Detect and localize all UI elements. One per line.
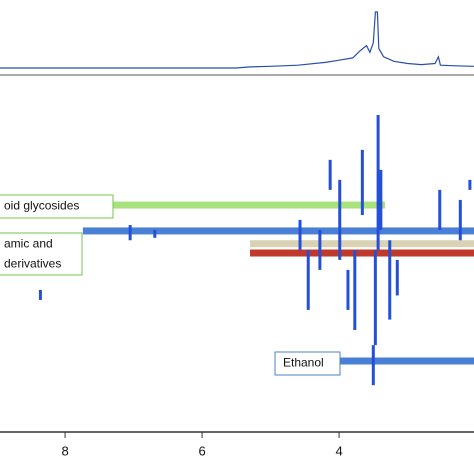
- correlation-signal: [371, 345, 375, 386]
- correlation-signal: [376, 115, 380, 250]
- correlation-signal: [128, 225, 132, 241]
- correlation-signal: [458, 199, 462, 241]
- label-box: [0, 232, 83, 276]
- correlation-signal: [298, 219, 302, 250]
- annotation: Ethanol: [283, 356, 324, 370]
- x-tick-label: 6: [198, 443, 205, 458]
- annotation: amic and: [4, 237, 53, 251]
- correlation-signal: [328, 159, 332, 190]
- correlation-signal: [38, 289, 42, 300]
- annotation: derivatives: [4, 257, 61, 271]
- highlight-band: [250, 240, 474, 248]
- label-box: [0, 194, 114, 219]
- highlight-band: [82, 227, 474, 235]
- label-box: [274, 351, 341, 376]
- correlation-signal: [438, 189, 442, 230]
- highlight-band: [113, 201, 385, 209]
- correlation-signal: [379, 169, 383, 230]
- correlation-signal: [346, 269, 350, 310]
- correlation-signal: [360, 149, 364, 216]
- annotation: oid glycosides: [4, 199, 79, 213]
- correlation-signal: [388, 240, 392, 320]
- correlation-signal: [353, 249, 357, 330]
- correlation-signal: [395, 259, 399, 296]
- correlation-signal: [318, 229, 322, 270]
- correlation-signal: [468, 179, 472, 190]
- correlation-signal: [306, 249, 310, 310]
- highlight-band: [339, 357, 474, 365]
- spectrum-line: [0, 11, 474, 69]
- highlight-band: [250, 249, 474, 257]
- correlation-signal: [153, 229, 157, 238]
- x-tick-label: 4: [335, 443, 342, 458]
- x-tick-label: 8: [61, 443, 68, 458]
- correlation-signal: [338, 179, 342, 260]
- correlation-signal: [373, 249, 377, 346]
